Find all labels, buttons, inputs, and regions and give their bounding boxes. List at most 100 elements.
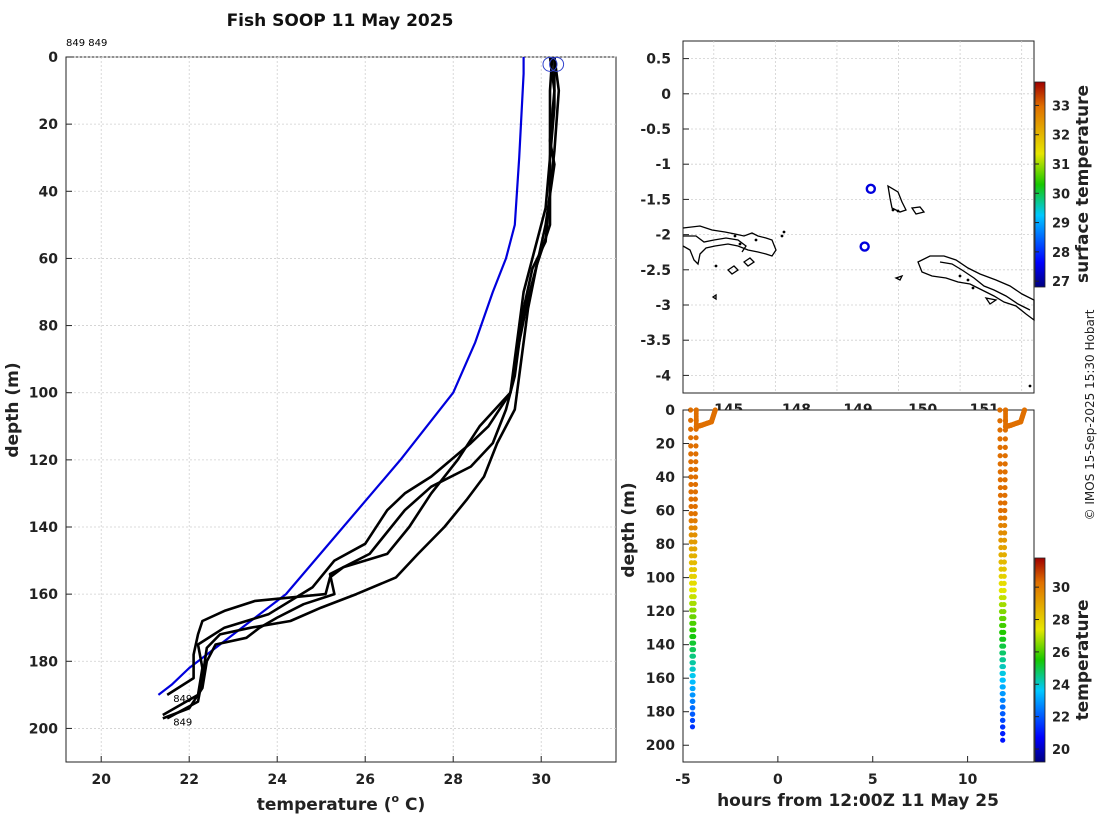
profile-ytick-label: 100 bbox=[29, 386, 58, 402]
coast-island-2 bbox=[726, 265, 740, 275]
depth-time-ytick-label: 0 bbox=[665, 403, 675, 419]
depth-time-sample bbox=[1000, 670, 1006, 676]
depth-time-sample bbox=[1002, 477, 1008, 483]
surface-colorbar-ticks: 27 28 29 30 31 32 33 bbox=[1035, 99, 1070, 290]
depth-time-sample bbox=[688, 496, 694, 502]
depth-time-sample bbox=[1000, 684, 1006, 690]
map-coast-dot bbox=[738, 242, 742, 246]
depth-time-sample bbox=[692, 546, 698, 552]
map-xtick-label: 148 bbox=[782, 402, 811, 418]
depth-time-sample bbox=[688, 489, 694, 495]
depth-time-xlabel: hours from 12:00Z 11 May 25 bbox=[717, 791, 999, 811]
temperature-colorbar-ticks: 20 22 24 26 28 30 bbox=[1035, 581, 1070, 758]
depth-time-sample bbox=[688, 511, 694, 517]
profile-series-profile-1 bbox=[166, 56, 554, 696]
depth-time-sample bbox=[692, 511, 698, 517]
depth-time-sample bbox=[693, 459, 699, 465]
depth-time-sample bbox=[1001, 559, 1007, 565]
profile-series-profile-4 bbox=[166, 56, 556, 720]
depth-time-axes-box bbox=[682, 409, 1035, 763]
depth-time-sample bbox=[1000, 663, 1006, 670]
profile-xlabel: temperature (o C) bbox=[257, 792, 426, 815]
depth-time-sample bbox=[1021, 407, 1028, 413]
depth-time-sample bbox=[693, 443, 699, 449]
colorbar-tick-label: 32 bbox=[1052, 129, 1070, 144]
colorbar-tick-label: 31 bbox=[1052, 158, 1070, 173]
colorbar-tick-label: 33 bbox=[1052, 99, 1070, 114]
depth-time-sample bbox=[690, 679, 696, 685]
surface-colorbar: 27 28 29 30 31 32 33 surface temperature bbox=[1034, 81, 1093, 290]
coast-new-ireland-west-inner bbox=[683, 235, 747, 253]
depth-time-sample bbox=[1000, 697, 1006, 703]
map-station-point bbox=[859, 241, 870, 252]
coast-island-5 bbox=[910, 206, 926, 215]
profile-ticks: 20 22 24 26 28 30 0 20 40 60 80 100 120 140 160 180 200 bbox=[29, 50, 551, 788]
depth-time-sample bbox=[1001, 530, 1008, 536]
depth-time-sample bbox=[997, 407, 1003, 413]
colorbar-tick-label: 28 bbox=[1052, 246, 1070, 261]
depth-time-sample bbox=[997, 418, 1003, 424]
depth-time-sample bbox=[998, 515, 1004, 521]
depth-time-sample bbox=[688, 451, 694, 457]
depth-time-sample bbox=[1000, 650, 1007, 656]
depth-time-sample bbox=[1001, 608, 1007, 615]
depth-time-sample bbox=[690, 685, 696, 692]
depth-time-sample bbox=[693, 466, 699, 472]
profile-xlabel-end: C) bbox=[399, 795, 425, 815]
profile-ytick-label: 200 bbox=[29, 721, 58, 737]
depth-time-sample bbox=[690, 640, 697, 646]
colorbar-tick-label: 22 bbox=[1052, 711, 1070, 726]
depth-time-sample bbox=[693, 435, 699, 441]
depth-time-casts bbox=[687, 407, 1028, 743]
map-coast-dot bbox=[714, 264, 718, 268]
depth-time-sample bbox=[998, 522, 1004, 529]
depth-time-xtick-label: -5 bbox=[675, 772, 691, 788]
depth-time-sample bbox=[1002, 436, 1008, 442]
colorbar-tick-label: 24 bbox=[1052, 678, 1070, 693]
depth-time-sample bbox=[690, 698, 696, 704]
depth-time-ytick-label: 140 bbox=[646, 638, 675, 654]
depth-time-sample bbox=[1002, 515, 1008, 521]
depth-time-sample bbox=[1003, 424, 1008, 430]
coast-island-4 bbox=[887, 184, 907, 213]
coast-island-1 bbox=[742, 257, 756, 267]
profile-ytick-label: 140 bbox=[29, 520, 58, 536]
profile-xtick-label: 22 bbox=[179, 772, 198, 788]
depth-time-sample bbox=[687, 407, 694, 413]
profile-ytick-label: 160 bbox=[29, 587, 58, 603]
depth-time-sample bbox=[1002, 453, 1008, 459]
depth-time-sample bbox=[1001, 573, 1007, 579]
depth-time-xtick-label: 5 bbox=[868, 772, 878, 788]
depth-time-sample bbox=[1001, 552, 1008, 558]
depth-time-sample bbox=[997, 461, 1003, 467]
depth-time-sample bbox=[692, 532, 698, 538]
depth-time-sample bbox=[997, 477, 1003, 483]
map-ytick-label: -2 bbox=[655, 228, 671, 244]
depth-time-sample bbox=[690, 692, 696, 698]
map-ytick-label: -2.5 bbox=[640, 263, 671, 279]
map-coast-dot bbox=[971, 286, 975, 290]
map-xtick-label: 145 bbox=[714, 402, 743, 418]
depth-time-sample bbox=[1001, 544, 1008, 551]
profile-ytick-label: 180 bbox=[29, 654, 58, 670]
surface-colorbar-bar bbox=[1034, 81, 1046, 288]
temperature-colorbar: 20 22 24 26 28 30 temperature bbox=[1034, 557, 1093, 763]
map-coast-dot bbox=[733, 234, 737, 238]
depth-time-sample bbox=[688, 417, 694, 423]
map-axes-box bbox=[682, 40, 1035, 394]
map-ytick-label: -3.5 bbox=[640, 333, 671, 349]
depth-time-sample bbox=[1001, 636, 1007, 642]
depth-time-sample bbox=[1001, 615, 1007, 622]
depth-time-sample bbox=[688, 481, 694, 488]
temperature-colorbar-label: temperature bbox=[1073, 599, 1093, 720]
depth-time-sample bbox=[688, 474, 694, 480]
map-coast-dot bbox=[1028, 384, 1032, 388]
map-coast-dot bbox=[958, 274, 962, 278]
depth-time-xtick-label: 0 bbox=[773, 772, 783, 788]
map-xtick-label: 150 bbox=[908, 402, 937, 418]
depth-time-sample bbox=[997, 492, 1004, 498]
surface-colorbar-label: surface temperature bbox=[1073, 85, 1093, 283]
